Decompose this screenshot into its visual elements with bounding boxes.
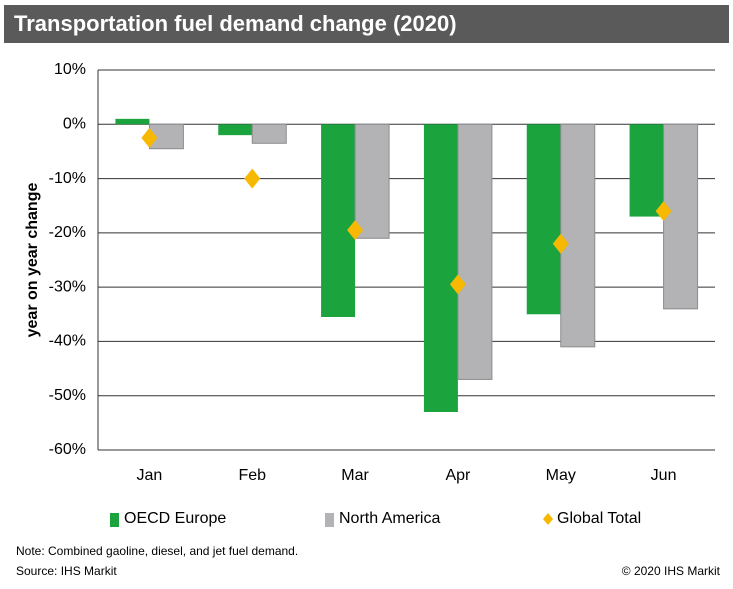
y-tick-label: -10% [49, 170, 86, 187]
legend-swatch [325, 513, 334, 527]
bar [457, 123, 493, 380]
bar [251, 123, 287, 144]
y-axis-label: year on year change [24, 183, 41, 338]
y-tick-label: -20% [49, 224, 86, 241]
y-tick-label: -60% [49, 441, 86, 458]
y-tick-label: 10% [54, 61, 86, 78]
diamond-marker [244, 168, 261, 189]
diamond-marker [141, 127, 158, 148]
bar [218, 124, 253, 136]
x-tick-label: Mar [341, 467, 369, 484]
bar [629, 124, 664, 217]
y-tick-label: -30% [49, 278, 86, 295]
source: Source: IHS Markit [16, 564, 117, 578]
y-tick-label: -50% [49, 387, 86, 404]
copyright: © 2020 IHS Markit [622, 564, 721, 578]
x-tick-label: Apr [445, 467, 471, 484]
note: Note: Combined gaoline, diesel, and jet … [16, 544, 298, 558]
x-tick-label: Feb [238, 467, 266, 484]
x-tick-label: Jan [137, 467, 163, 484]
bar [423, 124, 458, 413]
x-tick-label: May [546, 467, 576, 484]
bar [354, 123, 390, 239]
diamond-marker [552, 233, 569, 254]
legend-swatch [543, 513, 553, 525]
chart-title: Transportation fuel demand change (2020) [14, 11, 457, 36]
x-tick-label: Jun [651, 467, 677, 484]
bar [115, 118, 150, 125]
legend-label: North America [339, 510, 440, 527]
legend-swatch [110, 513, 119, 527]
bar [526, 124, 561, 315]
legend-label: Global Total [557, 510, 641, 527]
bar [663, 123, 699, 310]
diamond-marker [655, 201, 672, 222]
title-bar [4, 5, 729, 43]
bar [560, 123, 596, 348]
diamond-marker [347, 220, 364, 241]
y-tick-label: 0% [63, 116, 86, 133]
bar [321, 124, 356, 318]
legend-label: OECD Europe [124, 510, 226, 527]
diamond-marker [449, 274, 466, 295]
y-tick-label: -40% [49, 333, 86, 350]
